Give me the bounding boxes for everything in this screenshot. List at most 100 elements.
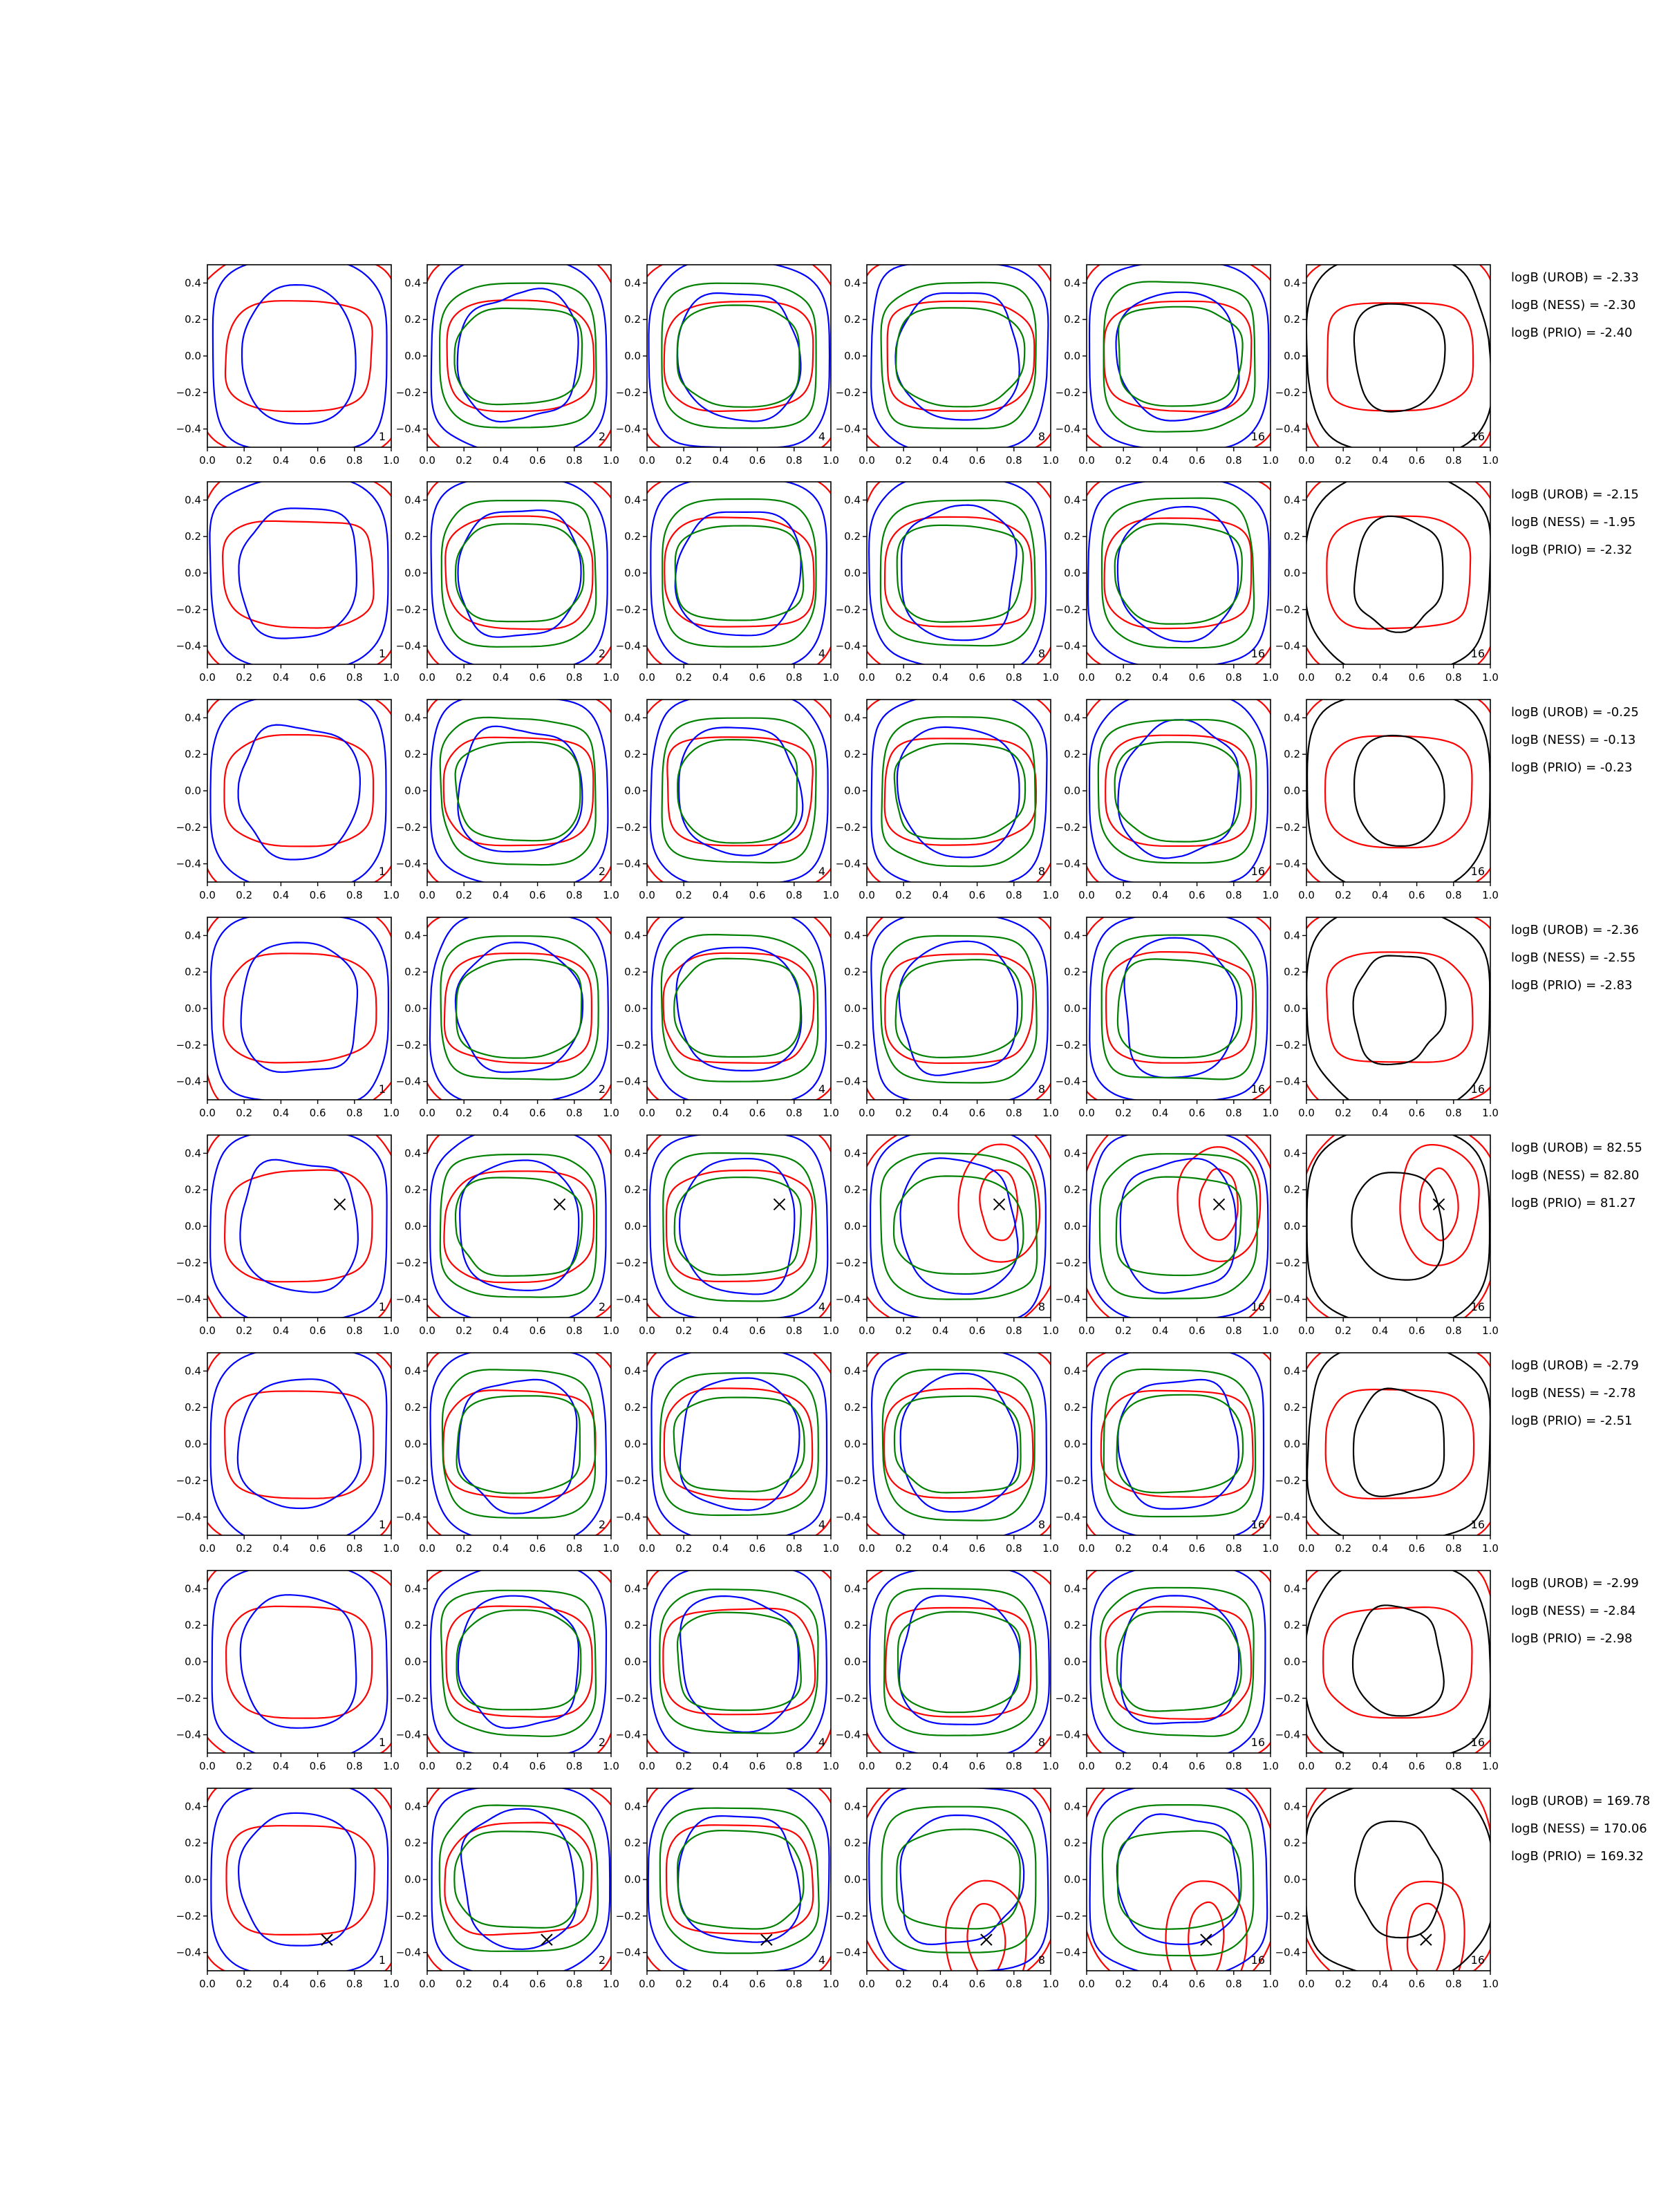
- x-tick-label: 0.6: [529, 454, 546, 467]
- y-tick-label: −0.2: [616, 1692, 641, 1705]
- green-contour: [896, 524, 1024, 624]
- blue-contour: [1120, 1595, 1240, 1725]
- x-tick-label: 0.2: [456, 671, 472, 684]
- x-tick-label: 0.0: [859, 1542, 875, 1555]
- x-tick-label: 0.4: [272, 671, 289, 684]
- y-tick-label: 0.2: [624, 1619, 641, 1631]
- x-tick-label: 0.2: [1115, 454, 1132, 467]
- x-tick-label: 0.2: [895, 671, 912, 684]
- panel-frame: [427, 699, 612, 883]
- contour-lines: [867, 917, 1051, 1100]
- x-tick-label: 0.4: [932, 1760, 948, 1772]
- panel-count-label: 16: [1471, 1736, 1485, 1749]
- x-tick-label: 0.2: [895, 889, 912, 901]
- y-tick-label: −0.2: [396, 821, 421, 834]
- red-contour: [224, 1390, 375, 1499]
- red-contour: [1087, 917, 1271, 1100]
- row-1: 0.0 0.2 0.4 0.6 0.8 1.00.40.20.0−0.2−0.410.0 0…: [176, 264, 1639, 467]
- x-tick-label: 0.4: [712, 454, 729, 467]
- panel-count-label: 1: [379, 1953, 386, 1967]
- y-tick-label: 0.0: [844, 1438, 861, 1450]
- blue-contour: [240, 941, 359, 1074]
- x-tick-label: 1.0: [1262, 1978, 1279, 1990]
- blue-contour: [869, 1135, 1047, 1318]
- x-tick-label: 0.0: [1298, 1542, 1315, 1555]
- panel-r2-c3: 0.0 0.2 0.4 0.6 0.8 1.0 0.4 0.2 0.0 −0.2 −0.4 4: [616, 481, 839, 684]
- y-tick-label: −0.4: [836, 1947, 861, 1959]
- y-tick-label: −0.4: [1056, 1729, 1080, 1741]
- panel-r4-c3: 0.0 0.2 0.4 0.6 0.8 1.0 0.4 0.2 0.0 −0.2 −0.4 4: [616, 917, 839, 1119]
- x-tick-label: 0.8: [1226, 1760, 1242, 1772]
- y-tick-label: 0.4: [1284, 1365, 1300, 1377]
- y-tick-label: 0.0: [404, 1656, 421, 1668]
- panel-frame: [1306, 699, 1491, 883]
- blue-contour: [211, 1571, 388, 1753]
- y-tick-label: 0.0: [185, 1220, 201, 1232]
- green-contour: [660, 933, 819, 1082]
- y-tick-label: −0.4: [176, 1293, 201, 1306]
- x-tick-label: 0.8: [566, 889, 583, 901]
- y-tick-label: 0.2: [1284, 1183, 1300, 1196]
- green-contour: [880, 281, 1037, 429]
- red-contour: [222, 953, 377, 1064]
- red-contour: [662, 1607, 816, 1716]
- y-tick-label: −0.2: [176, 821, 201, 834]
- red-contour: [883, 738, 1038, 846]
- y-tick-label: 0.2: [404, 1619, 421, 1631]
- x-tick-label: 0.6: [529, 889, 546, 901]
- panel-count-label: 4: [818, 1300, 825, 1313]
- red-contour: [1406, 1902, 1445, 1971]
- y-tick-label: 0.2: [185, 1401, 201, 1414]
- red-contour: [224, 300, 373, 413]
- green-contour: [881, 1369, 1035, 1521]
- x-tick-label: 0.8: [1445, 1542, 1462, 1555]
- y-tick-label: 0.0: [1284, 567, 1300, 579]
- contour-lines: [867, 1788, 1051, 1971]
- panel-frame: [1306, 1134, 1491, 1318]
- black-contour: [1352, 955, 1447, 1066]
- x-tick-label: 0.0: [639, 454, 655, 467]
- panel-count-label: 16: [1471, 430, 1485, 443]
- x-tick-label: 1.0: [383, 454, 400, 467]
- blue-contour: [896, 726, 1020, 859]
- blue-contour: [456, 288, 579, 423]
- green-contour: [1098, 1153, 1258, 1300]
- red-contour: [446, 299, 595, 413]
- x-tick-label: 0.4: [712, 1760, 729, 1772]
- blue-contour: [429, 1353, 608, 1535]
- x-tick-label: 0.0: [199, 1760, 216, 1772]
- contour-lines: [647, 265, 831, 447]
- blue-contour: [241, 283, 357, 425]
- x-tick-label: 0.4: [1152, 671, 1168, 684]
- x-tick-label: 0.4: [712, 1324, 729, 1337]
- panel-r7-c1: 0.0 0.2 0.4 0.6 0.8 1.0 0.4 0.2 0.0 −0.2 −0.4 1: [176, 1570, 400, 1772]
- blue-contour: [209, 700, 387, 882]
- y-tick-label: 0.2: [1284, 1837, 1300, 1849]
- y-tick-label: −0.2: [396, 1910, 421, 1922]
- red-contour: [1199, 1168, 1239, 1241]
- x-tick-label: 0.4: [1371, 889, 1388, 901]
- panel-frame: [1086, 917, 1271, 1100]
- x-tick-label: 0.6: [749, 1107, 766, 1119]
- panel-frame: [207, 1570, 392, 1754]
- contour-lines: [207, 1135, 391, 1318]
- blue-contour: [209, 1135, 388, 1318]
- green-contour: [439, 282, 597, 429]
- x-tick-label: 0.4: [1152, 1978, 1168, 1990]
- panel-r7-c5: 0.0 0.2 0.4 0.6 0.8 1.0 0.4 0.2 0.0 −0.2 −0.4 16: [1056, 1570, 1279, 1772]
- x-tick-label: 0.2: [456, 454, 472, 467]
- y-tick-label: 0.4: [1064, 1582, 1080, 1595]
- red-contour: [1385, 1880, 1465, 1971]
- contour-lines: [427, 700, 611, 882]
- y-tick-label: −0.4: [1275, 1293, 1300, 1306]
- x-tick-label: 0.8: [566, 454, 583, 467]
- y-tick-label: 0.2: [1284, 1401, 1300, 1414]
- x-tick-label: 1.0: [1482, 1978, 1499, 1990]
- x-tick-label: 0.6: [749, 671, 766, 684]
- green-contour: [659, 1372, 819, 1517]
- y-tick-label: 0.2: [1064, 966, 1080, 978]
- green-contour: [676, 1611, 802, 1712]
- x-tick-label: 0.6: [529, 1107, 546, 1119]
- green-contour: [1115, 1176, 1242, 1277]
- x-tick-label: 0.6: [310, 671, 326, 684]
